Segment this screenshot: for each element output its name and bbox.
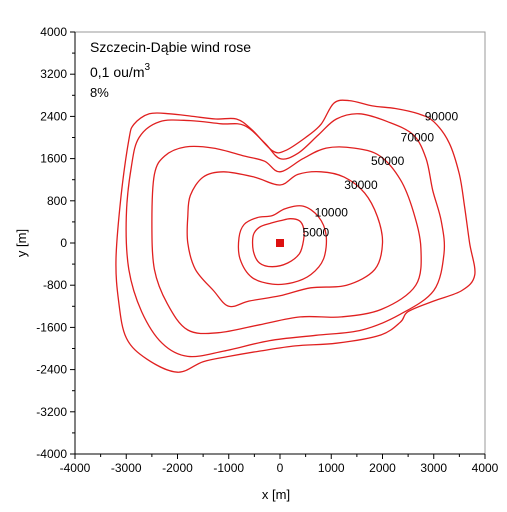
x-tick-label: 4000 — [472, 461, 499, 475]
source-marker — [276, 239, 284, 247]
y-tick-label: -2400 — [36, 363, 67, 377]
y-tick-label: 3200 — [40, 67, 67, 81]
percentile-label: 8% — [90, 85, 109, 100]
y-tick-label: 1600 — [40, 152, 67, 166]
contour-line-10000 — [237, 205, 328, 286]
x-axis-label: x [m] — [262, 487, 290, 502]
x-tick-label: 2000 — [369, 461, 396, 475]
y-tick-label: -4000 — [36, 447, 67, 461]
axis-ticks: -4000-3200-2400-1600-8000800160024003200… — [36, 25, 498, 475]
y-tick-label: 800 — [47, 194, 67, 208]
source-square — [276, 239, 284, 247]
contour-label-70000: 70000 — [401, 131, 435, 145]
contour-label-5000: 5000 — [303, 225, 330, 239]
chart-title: Szczecin-Dąbie wind rose — [90, 39, 251, 55]
contour-label-30000: 30000 — [344, 178, 378, 192]
x-tick-label: -4000 — [60, 461, 91, 475]
x-tick-label: -2000 — [162, 461, 193, 475]
contour-lines — [115, 99, 476, 373]
x-tick-label: 1000 — [318, 461, 345, 475]
y-tick-label: -800 — [43, 278, 67, 292]
y-tick-label: 4000 — [40, 25, 67, 39]
contour-line-5000 — [251, 218, 305, 268]
contour-line-50000 — [151, 145, 422, 335]
y-tick-label: 2400 — [40, 109, 67, 123]
y-tick-label: -1600 — [36, 320, 67, 334]
concentration-label: 0,1 ou/m3 — [90, 62, 150, 80]
x-tick-label: 3000 — [420, 461, 447, 475]
y-axis-label: y [m] — [14, 229, 29, 257]
contour-label-90000: 90000 — [425, 109, 459, 123]
contour-line-70000 — [125, 113, 446, 358]
contour-label-10000: 10000 — [315, 205, 349, 219]
y-tick-label: 0 — [60, 236, 67, 250]
x-tick-label: 0 — [277, 461, 284, 475]
contour-line-90000 — [115, 99, 476, 373]
y-tick-label: -3200 — [36, 405, 67, 419]
contour-label-50000: 50000 — [371, 154, 405, 168]
x-tick-label: -1000 — [213, 461, 244, 475]
contour-labels: 5000 10000 30000 50000 70000 90000 — [303, 109, 459, 239]
x-tick-label: -3000 — [111, 461, 142, 475]
contour-line-30000 — [186, 171, 384, 308]
concentration-exponent: 3 — [144, 62, 150, 73]
